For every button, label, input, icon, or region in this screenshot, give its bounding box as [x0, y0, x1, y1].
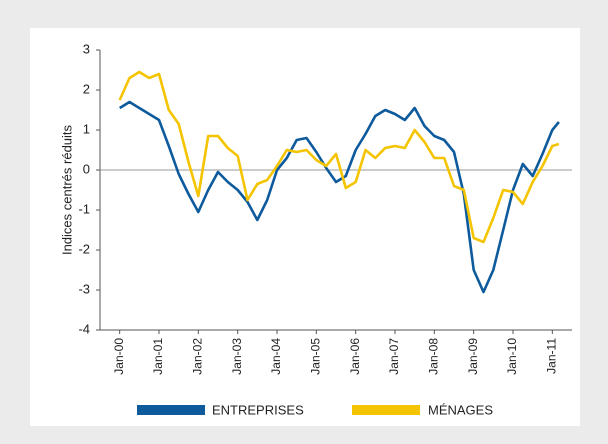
y-tick-label: -2 — [78, 241, 90, 256]
x-tick-label: Jan-06 — [348, 338, 362, 375]
x-tick-label: Jan-07 — [387, 338, 401, 375]
legend-swatch — [137, 405, 205, 415]
y-axis-label: Indices centrés réduits — [59, 124, 74, 255]
x-tick-label: Jan-08 — [427, 338, 441, 375]
y-tick-label: 2 — [83, 81, 90, 96]
legend-label: MÉNAGES — [428, 402, 493, 417]
y-tick-label: -1 — [78, 201, 90, 216]
y-tick-label: -3 — [78, 281, 90, 296]
x-tick-label: Jan-03 — [230, 338, 244, 375]
x-tick-label: Jan-09 — [466, 338, 480, 375]
x-tick-label: Jan-00 — [112, 338, 126, 375]
x-tick-label: Jan-01 — [151, 338, 165, 375]
y-tick-label: 1 — [83, 121, 90, 136]
x-tick-label: Jan-05 — [309, 338, 323, 375]
legend-swatch — [352, 405, 420, 415]
legend-label: ENTREPRISES — [212, 402, 304, 417]
x-tick-label: Jan-04 — [269, 338, 283, 375]
y-tick-label: 0 — [83, 161, 90, 176]
series-line — [118, 70, 560, 244]
x-tick-label: Jan-10 — [505, 338, 519, 375]
x-tick-label: Jan-11 — [545, 338, 559, 374]
y-tick-label: 3 — [83, 41, 90, 56]
x-tick-label: Jan-02 — [191, 338, 205, 375]
y-tick-label: -4 — [78, 321, 90, 336]
series-line — [119, 100, 560, 294]
